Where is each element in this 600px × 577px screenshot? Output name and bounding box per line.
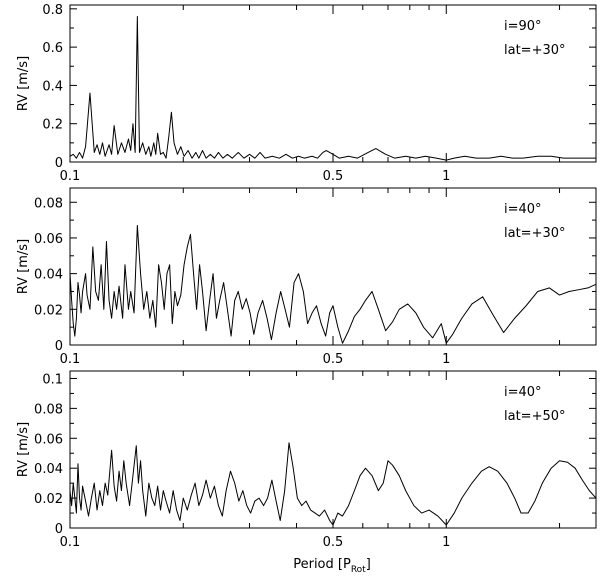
panel-2-series-line — [69, 224, 597, 344]
panel-2-x-tick-label: 0.1 — [60, 352, 81, 367]
panel-1-series-line — [69, 15, 596, 161]
panel-2-y-tick-label: 0.04 — [34, 268, 63, 283]
panel-1-x-tick-label: 0.5 — [323, 169, 344, 184]
panel-1-y-tick-labels: 0 0.2 0.4 0.6 0.8 — [42, 3, 63, 171]
panel-2-ticks — [69, 188, 596, 346]
panel-3-ticks — [69, 371, 596, 529]
x-axis-label-main: Period [P — [293, 557, 351, 572]
panel-1-y-tick-label: 0 — [55, 156, 63, 171]
x-axis-label-close: ] — [366, 557, 371, 572]
panel-3-annotation-inclination: i=40° — [504, 385, 542, 400]
panel-1-ticks — [69, 5, 596, 163]
panel-2-y-tick-labels: 0 0.02 0.04 0.06 0.08 — [34, 196, 63, 354]
panel-3-y-axis-label: RV [m/s] — [16, 422, 31, 477]
panel-2-y-tick-label: 0 — [55, 339, 63, 354]
panel-1-y-tick-label: 0.4 — [42, 79, 63, 94]
panel-1-x-tick-label: 1 — [442, 169, 450, 184]
panel-3-x-tick-label: 0.1 — [60, 535, 81, 550]
panel-2: 0 0.02 0.04 0.06 0.08 0.1 0.5 1 RV [m/s] i=40°… — [16, 187, 597, 367]
panel-2-x-tick-labels: 0.1 0.5 1 — [60, 352, 451, 367]
panel-3-y-tick-label: 0.06 — [34, 432, 63, 447]
panel-2-annotation-inclination: i=40° — [504, 202, 542, 217]
panel-3-y-tick-label: 0.08 — [34, 402, 63, 417]
panel-1-annotation-inclination: i=90° — [504, 19, 542, 34]
panel-1: 0 0.2 0.4 0.6 0.8 0.1 0.5 1 RV [m/s] i=90° lat… — [16, 3, 597, 184]
panel-2-annotation-latitude: lat=+30° — [504, 226, 566, 241]
x-axis-label: Period [PRot] — [293, 557, 371, 575]
panel-3-y-tick-labels: 0 0.02 0.04 0.06 0.08 0.1 — [34, 372, 63, 537]
panel-2-x-tick-label: 1 — [442, 352, 450, 367]
panel-3-x-tick-label: 1 — [442, 535, 450, 550]
panel-1-x-tick-labels: 0.1 0.5 1 — [60, 169, 451, 184]
panel-1-annotation-latitude: lat=+30° — [504, 43, 566, 58]
panel-3-series-line — [69, 442, 597, 526]
panel-3-annotation-latitude: lat=+50° — [504, 409, 566, 424]
panel-2-y-tick-label: 0.06 — [34, 232, 63, 247]
panel-2-y-tick-label: 0.02 — [34, 303, 63, 318]
panel-3: 0 0.02 0.04 0.06 0.08 0.1 0.1 0.5 1 RV [m/s] i=… — [16, 370, 597, 550]
panel-2-x-tick-label: 0.5 — [323, 352, 344, 367]
panel-3-x-tick-labels: 0.1 0.5 1 — [60, 535, 451, 550]
panel-1-y-tick-label: 0.8 — [42, 3, 63, 18]
panel-3-y-tick-label: 0.04 — [34, 462, 63, 477]
panel-3-y-tick-label: 0 — [55, 522, 63, 537]
panel-1-y-axis-label: RV [m/s] — [16, 56, 31, 111]
panel-2-y-tick-label: 0.08 — [34, 196, 63, 211]
panel-3-y-tick-label: 0.1 — [42, 372, 63, 387]
panel-1-y-tick-label: 0.6 — [42, 41, 63, 56]
panel-1-x-tick-label: 0.1 — [60, 169, 81, 184]
panel-3-y-tick-label: 0.02 — [34, 492, 63, 507]
panel-1-y-tick-label: 0.2 — [42, 118, 63, 133]
panel-3-x-tick-label: 0.5 — [323, 535, 344, 550]
x-axis-label-subscript: Rot — [351, 565, 366, 575]
panel-2-y-axis-label: RV [m/s] — [16, 239, 31, 294]
